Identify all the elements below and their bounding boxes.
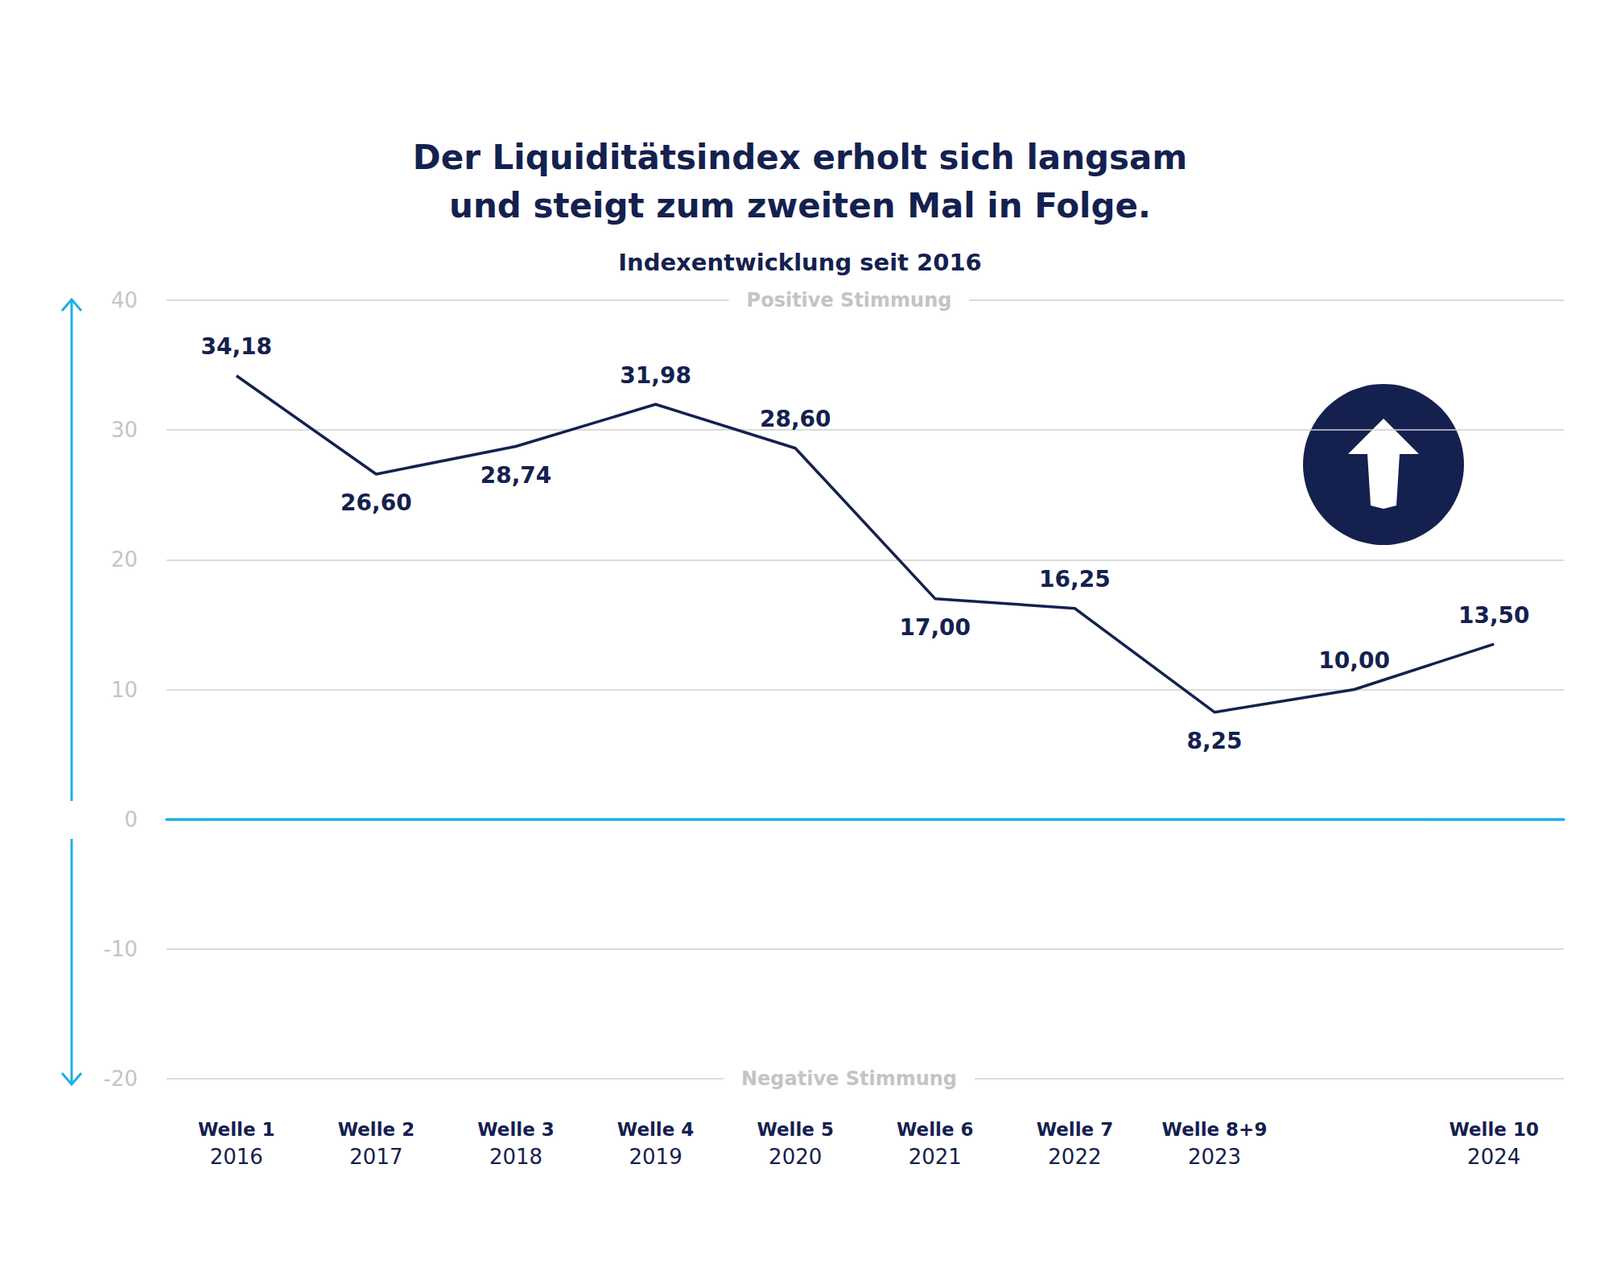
svg-text:20: 20	[111, 547, 138, 572]
svg-text:2018: 2018	[489, 1144, 543, 1169]
svg-text:40: 40	[111, 288, 138, 313]
svg-text:2020: 2020	[768, 1144, 822, 1169]
svg-text:2022: 2022	[1047, 1144, 1102, 1169]
svg-text:0: 0	[123, 807, 138, 832]
svg-text:10,00: 10,00	[1318, 647, 1390, 674]
svg-text:Indexentwicklung seit 2016: Indexentwicklung seit 2016	[618, 248, 982, 277]
svg-text:Welle 1: Welle 1	[197, 1118, 276, 1140]
svg-text:Welle 5: Welle 5	[756, 1118, 834, 1140]
svg-text:Welle 4: Welle 4	[617, 1118, 695, 1140]
svg-text:Positive Stimmung: Positive Stimmung	[746, 288, 953, 312]
svg-text:Der Liquiditätsindex erholt si: Der Liquiditätsindex erholt sich langsam	[412, 137, 1188, 178]
svg-text:2021: 2021	[908, 1144, 962, 1169]
svg-text:28,74: 28,74	[480, 461, 553, 489]
svg-text:13,50: 13,50	[1458, 602, 1530, 629]
svg-text:Welle 7: Welle 7	[1036, 1118, 1114, 1140]
svg-text:31,98: 31,98	[619, 362, 692, 389]
svg-text:28,60: 28,60	[759, 405, 832, 433]
svg-text:2024: 2024	[1467, 1144, 1521, 1169]
svg-text:-10: -10	[103, 936, 138, 961]
svg-text:Welle 8+9: Welle 8+9	[1162, 1118, 1268, 1140]
svg-text:30: 30	[111, 417, 138, 442]
svg-text:16,25: 16,25	[1039, 565, 1111, 593]
svg-text:26,60: 26,60	[340, 489, 413, 516]
svg-text:2017: 2017	[349, 1144, 403, 1169]
svg-text:8,25: 8,25	[1186, 727, 1242, 755]
svg-text:Negative Stimmung: Negative Stimmung	[741, 1067, 957, 1090]
svg-text:10: 10	[111, 677, 138, 702]
svg-text:34,18: 34,18	[201, 333, 273, 360]
svg-text:17,00: 17,00	[899, 614, 972, 641]
svg-text:Welle 10: Welle 10	[1448, 1118, 1539, 1140]
svg-text:2023: 2023	[1187, 1144, 1242, 1169]
svg-text:2019: 2019	[629, 1144, 683, 1169]
svg-text:Welle 6: Welle 6	[896, 1118, 974, 1140]
svg-text:und steigt zum zweiten Mal in: und steigt zum zweiten Mal in Folge.	[449, 185, 1151, 226]
svg-text:Welle 2: Welle 2	[338, 1118, 416, 1140]
svg-text:Welle 3: Welle 3	[477, 1118, 555, 1140]
svg-text:2016: 2016	[210, 1144, 264, 1169]
svg-text:-20: -20	[103, 1066, 138, 1091]
